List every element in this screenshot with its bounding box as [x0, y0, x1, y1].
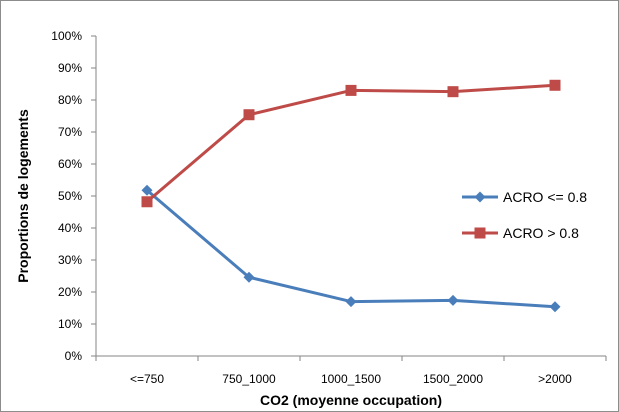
- data-point: [141, 184, 153, 196]
- legend-label: ACRO > 0.8: [503, 225, 579, 241]
- data-point: [447, 86, 459, 98]
- legend-entry: ACRO <= 0.8: [462, 189, 587, 205]
- data-point: [345, 296, 357, 308]
- y-tick-label: 80%: [58, 93, 82, 107]
- data-point: [243, 109, 255, 121]
- y-tick-label: 0%: [65, 349, 83, 363]
- x-ticks: <=750 750_1000 1000_1500 1500_2000 >2000: [95, 356, 607, 386]
- series-2: [141, 79, 561, 208]
- y-axis-title: Proportions de logements: [15, 109, 31, 283]
- x-tick-label: <=750: [130, 372, 164, 386]
- legend-label: ACRO <= 0.8: [503, 189, 587, 205]
- legend-entry: ACRO > 0.8: [462, 225, 579, 241]
- legend: ACRO <= 0.8 ACRO > 0.8: [462, 189, 587, 241]
- series-layer: [141, 79, 561, 313]
- x-axis-title: CO2 (moyenne occupation): [260, 392, 442, 408]
- y-tick-label: 70%: [58, 125, 82, 139]
- legend-marker: [474, 191, 486, 203]
- data-point: [243, 271, 255, 283]
- x-tick-label: 750_1000: [222, 372, 276, 386]
- y-tick-label: 10%: [58, 317, 82, 331]
- y-tick-label: 90%: [58, 61, 82, 75]
- y-tick-label: 30%: [58, 253, 82, 267]
- data-point: [447, 294, 459, 306]
- data-point: [549, 79, 561, 91]
- y-ticks: 0% 10% 20% 30% 40% 50% 60% 70% 80% 90% 100%: [51, 29, 96, 363]
- y-tick-label: 20%: [58, 285, 82, 299]
- y-tick-label: 50%: [58, 189, 82, 203]
- y-tick-label: 60%: [58, 157, 82, 171]
- series-1: [141, 184, 561, 313]
- data-point: [549, 301, 561, 313]
- data-point: [345, 84, 357, 96]
- x-tick-label: >2000: [538, 372, 572, 386]
- x-tick-label: 1500_2000: [423, 372, 483, 386]
- y-tick-label: 100%: [51, 29, 82, 43]
- data-point: [141, 196, 153, 208]
- y-tick-label: 40%: [58, 221, 82, 235]
- legend-marker: [474, 227, 486, 239]
- x-tick-label: 1000_1500: [321, 372, 381, 386]
